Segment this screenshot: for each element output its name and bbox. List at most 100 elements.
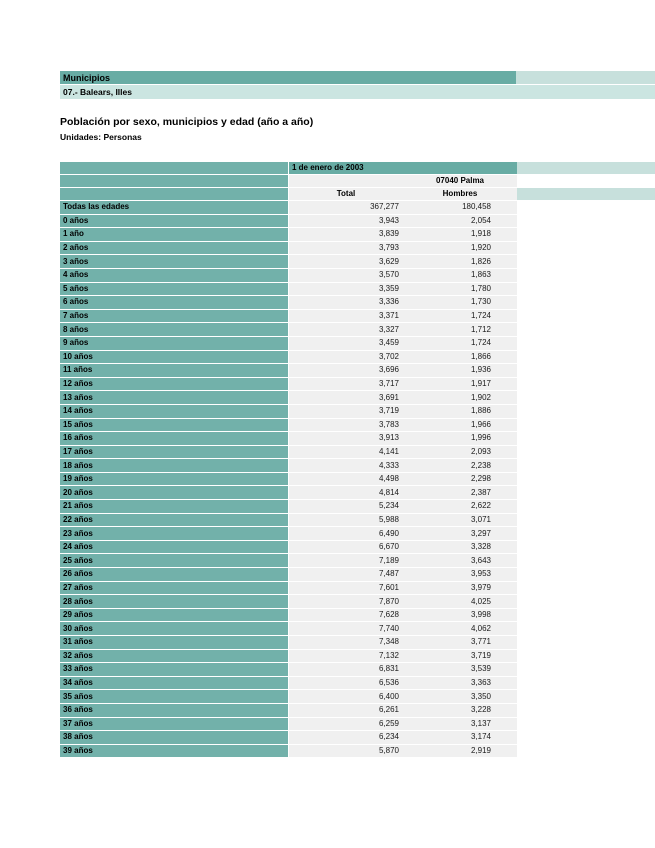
row-label-cell: 13 años — [60, 391, 289, 405]
row-label-cell: 24 años — [60, 540, 289, 555]
total-value-cell: 6,400 — [289, 690, 403, 704]
row-label-cell: 32 años — [60, 649, 289, 664]
hombres-value-cell: 2,622 — [403, 500, 517, 514]
total-value-cell: 7,870 — [289, 595, 403, 609]
hombres-value-cell: 3,350 — [403, 690, 517, 704]
hombres-value-cell: 1,866 — [403, 350, 517, 365]
total-value-cell: 367,277 — [289, 201, 403, 215]
total-value-cell: 6,831 — [289, 663, 403, 677]
row-spacer-cell — [517, 704, 655, 718]
hombres-value-cell: 3,979 — [403, 581, 517, 596]
row-label-cell: 16 años — [60, 432, 289, 446]
row-spacer-cell — [517, 391, 655, 405]
row-label-cell: 5 años — [60, 282, 289, 297]
municipios-band-row: Municipios — [60, 71, 655, 84]
total-value-cell: 6,536 — [289, 676, 403, 691]
row-spacer-cell — [517, 419, 655, 433]
total-value-cell: 3,696 — [289, 364, 403, 378]
hombres-value-cell: 1,724 — [403, 336, 517, 351]
row-spacer-cell — [517, 650, 655, 664]
total-value-cell: 5,870 — [289, 744, 403, 759]
corner-cell — [60, 162, 289, 175]
total-column-header: Total — [289, 188, 403, 201]
page-title: Población por sexo, municipios y edad (a… — [60, 116, 314, 128]
row-spacer-cell — [517, 582, 655, 596]
hombres-value-cell: 3,953 — [403, 568, 517, 582]
total-value-cell: 4,814 — [289, 486, 403, 501]
total-value-cell: 7,740 — [289, 622, 403, 636]
row-label-cell: 3 años — [60, 255, 289, 269]
total-value-cell: 3,459 — [289, 336, 403, 351]
hombres-value-cell: 3,137 — [403, 717, 517, 732]
total-value-cell: 3,327 — [289, 323, 403, 337]
row-spacer-cell — [517, 663, 655, 677]
hombres-value-cell: 2,238 — [403, 459, 517, 473]
total-value-cell: 3,913 — [289, 432, 403, 446]
row-spacer-cell — [517, 459, 655, 473]
row-spacer-cell — [517, 690, 655, 704]
total-value-cell: 3,336 — [289, 296, 403, 310]
total-value-cell: 7,348 — [289, 636, 403, 650]
total-value-cell: 3,570 — [289, 268, 403, 283]
row-label-cell: 10 años — [60, 350, 289, 365]
hombres-value-cell: 1,724 — [403, 309, 517, 324]
row-label-cell: 17 años — [60, 445, 289, 460]
row-label-cell: 12 años — [60, 377, 289, 392]
hombres-value-cell: 1,920 — [403, 241, 517, 256]
hombres-value-cell: 1,966 — [403, 418, 517, 433]
hombres-value-cell: 2,298 — [403, 472, 517, 487]
row-label-cell: 7 años — [60, 309, 289, 324]
total-value-cell: 3,943 — [289, 214, 403, 229]
columns-corner-cell — [60, 188, 289, 201]
row-label-cell: Todas las edades — [60, 201, 289, 215]
row-spacer-cell — [517, 541, 655, 555]
row-label-cell: 23 años — [60, 527, 289, 541]
hombres-value-cell: 3,297 — [403, 527, 517, 541]
hombres-value-cell: 4,062 — [403, 622, 517, 636]
row-spacer-cell — [517, 500, 655, 514]
row-spacer-cell — [517, 215, 655, 229]
row-label-cell: 25 años — [60, 554, 289, 569]
total-value-cell: 3,717 — [289, 377, 403, 392]
row-spacer-cell — [517, 622, 655, 636]
hombres-value-cell: 2,054 — [403, 214, 517, 229]
row-label-cell: 1 año — [60, 228, 289, 242]
row-spacer-cell — [517, 242, 655, 256]
municipality-row-extension — [517, 175, 655, 188]
hombres-value-cell: 3,643 — [403, 554, 517, 569]
row-label-cell: 36 años — [60, 703, 289, 718]
row-spacer-cell — [517, 473, 655, 487]
hombres-value-cell: 1,712 — [403, 323, 517, 337]
hombres-value-cell: 3,363 — [403, 676, 517, 691]
row-label-cell: 22 años — [60, 513, 289, 528]
row-label-cell: 6 años — [60, 296, 289, 310]
row-spacer-cell — [517, 554, 655, 568]
total-value-cell: 3,719 — [289, 404, 403, 419]
hombres-value-cell: 3,071 — [403, 513, 517, 528]
row-spacer-cell — [517, 283, 655, 297]
row-spacer-cell — [517, 677, 655, 691]
hombres-value-cell: 3,174 — [403, 731, 517, 745]
row-spacer-cell — [517, 432, 655, 446]
row-label-cell: 35 años — [60, 690, 289, 704]
row-spacer-cell — [517, 351, 655, 365]
total-value-cell: 6,670 — [289, 540, 403, 555]
row-spacer-cell — [517, 405, 655, 419]
total-value-cell: 7,132 — [289, 649, 403, 664]
row-label-cell: 18 años — [60, 459, 289, 473]
hombres-value-cell: 1,917 — [403, 377, 517, 392]
hombres-value-cell: 2,919 — [403, 744, 517, 759]
municipios-band-extension — [516, 71, 655, 84]
total-value-cell: 4,333 — [289, 459, 403, 473]
row-spacer-cell — [517, 527, 655, 541]
row-spacer-cell — [517, 718, 655, 732]
hombres-value-cell: 1,902 — [403, 391, 517, 405]
hombres-value-cell: 3,998 — [403, 608, 517, 623]
row-label-cell: 38 años — [60, 731, 289, 745]
total-value-cell: 3,793 — [289, 241, 403, 256]
row-label-cell: 39 años — [60, 744, 289, 759]
row-label-cell: 14 años — [60, 404, 289, 419]
total-value-cell: 4,141 — [289, 445, 403, 460]
hombres-value-cell: 3,771 — [403, 636, 517, 650]
